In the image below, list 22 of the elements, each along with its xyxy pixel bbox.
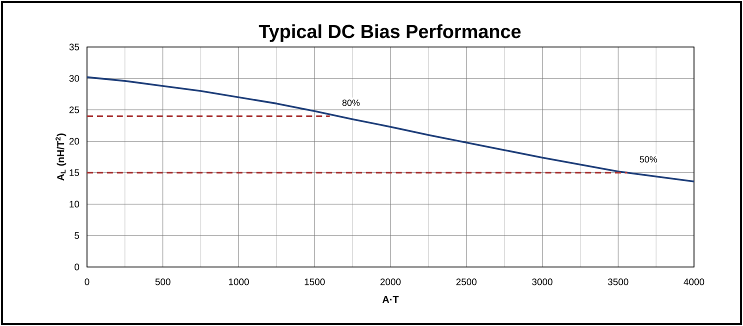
y-tick-label: 15	[70, 169, 80, 176]
x-tick-label: 1000	[228, 278, 249, 286]
y-tick-label: 30	[69, 75, 80, 82]
y-tick-label: 5	[74, 232, 80, 239]
x-axis-title: A·T	[382, 296, 399, 303]
x-tick-label: 2500	[456, 278, 477, 286]
x-tick-label: 0	[84, 278, 90, 286]
x-tick-label: 3000	[532, 278, 552, 286]
chart-title: Typical DC Bias Performance	[258, 24, 521, 42]
y-tick-label: 0	[74, 264, 80, 270]
x-tick-label: 4000	[684, 278, 704, 286]
y-tick-label: 20	[69, 138, 80, 145]
y-tick-label: 25	[69, 106, 80, 114]
y-axis-title: A$_{L}$ (nH/T$^{2}$)	[56, 134, 66, 181]
y-tick-label: 35	[69, 44, 80, 50]
annotation: 50%	[640, 156, 658, 163]
y-tick-label: 10	[70, 200, 80, 208]
x-tick-label: 500	[155, 278, 170, 286]
x-tick-label: 1500	[304, 278, 325, 286]
x-tick-label: 2000	[380, 278, 401, 286]
annotation: 80%	[342, 100, 360, 106]
x-tick-label: 3500	[608, 278, 628, 286]
